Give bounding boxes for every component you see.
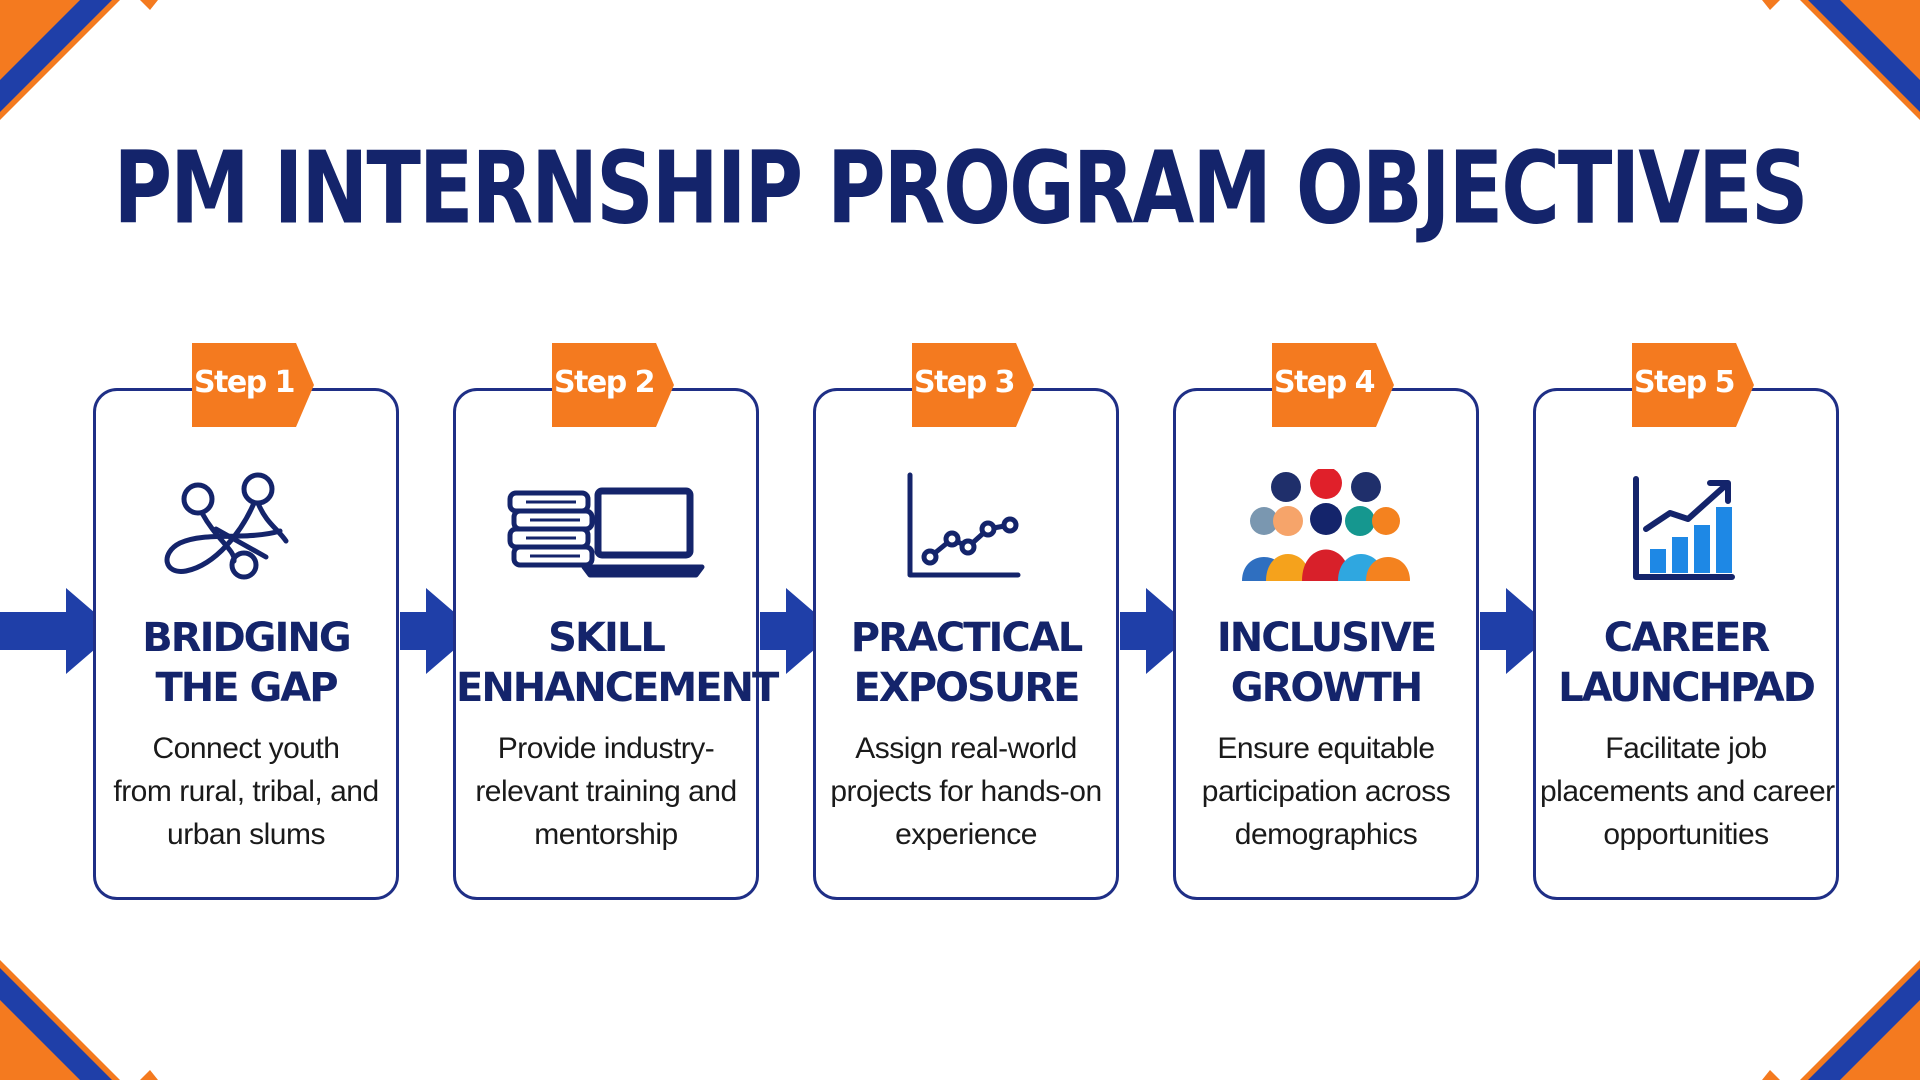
step-card-4: Step 4 — [1173, 343, 1479, 900]
step-title-line: INCLUSIVE — [1216, 615, 1437, 661]
step-card-5: Step 5 CAREER LAUNCHPAD Facilitate job — [1533, 343, 1839, 900]
step-title-line: GROWTH — [1230, 665, 1424, 711]
connected-nodes-icon — [146, 469, 346, 587]
step-description-line: mentorship — [534, 818, 678, 851]
step-tag-label: Step 3 — [913, 365, 1016, 400]
step-description-line: urban slums — [167, 818, 325, 851]
step-tag: Step 2 — [552, 343, 674, 427]
step-tag: Step 5 — [1632, 343, 1754, 427]
step-card-2: Step 2 SKILL ENHANCEMENT — [453, 343, 779, 900]
step-description-line: projects for hands-on — [830, 775, 1102, 808]
step-title: BRIDGING THE GAP — [96, 613, 396, 713]
step-description-line: Facilitate job — [1605, 732, 1767, 765]
step-title: INCLUSIVE GROWTH — [1176, 613, 1476, 713]
step-card-3: Step 3 PRACTICAL EXPOSURE Assign real-w — [813, 343, 1119, 900]
step-tag-label: Step 1 — [193, 365, 296, 400]
step-title-line: THE GAP — [155, 665, 338, 711]
step-description-line: Assign real-world — [855, 732, 1077, 765]
step-description-line: opportunities — [1603, 818, 1769, 851]
books-laptop-icon — [506, 469, 706, 587]
step-description: Assign real-world projects for hands-on … — [820, 727, 1112, 856]
steps-flow: Step 1 BRIDGING THE GAP Connect youth — [0, 340, 1920, 920]
corner-decoration-bottom-right — [1750, 910, 1920, 1080]
step-description-line: from rural, tribal, and — [113, 775, 379, 808]
step-title: SKILL ENHANCEMENT — [456, 613, 779, 713]
step-title-line: ENHANCEMENT — [456, 665, 779, 711]
step-description-line: participation across — [1201, 775, 1451, 808]
step-description-line: demographics — [1234, 818, 1418, 851]
corner-decoration-top-right — [1750, 0, 1920, 170]
people-group-icon — [1226, 469, 1426, 587]
step-card-1: Step 1 BRIDGING THE GAP Connect youth — [93, 343, 399, 900]
flow-arrow — [360, 588, 476, 674]
step-description-line: relevant training and — [475, 775, 737, 808]
step-tag: Step 1 — [192, 343, 314, 427]
step-tag-label: Step 5 — [1633, 365, 1736, 400]
step-description-line: placements and career — [1540, 775, 1835, 808]
step-title-line: CAREER — [1603, 615, 1771, 661]
step-tag: Step 4 — [1272, 343, 1394, 427]
step-description: Provide industry- relevant training and … — [460, 727, 752, 856]
growth-bar-chart-icon — [1586, 469, 1786, 587]
step-description: Ensure equitable participation across de… — [1180, 727, 1472, 856]
page-title: PM INTERNSHIP PROGRAM OBJECTIVES — [113, 130, 1809, 247]
step-tag-label: Step 4 — [1273, 365, 1376, 400]
step-title-line: EXPOSURE — [853, 665, 1081, 711]
step-description-line: Ensure equitable — [1217, 732, 1435, 765]
step-description-line: Provide industry- — [497, 732, 715, 765]
step-title: CAREER LAUNCHPAD — [1536, 613, 1836, 713]
flow-arrow — [1080, 588, 1196, 674]
step-title-line: BRIDGING — [142, 615, 351, 661]
corner-decoration-bottom-left — [0, 910, 170, 1080]
step-tag-label: Step 2 — [553, 365, 656, 400]
step-description: Facilitate job placements and career opp… — [1540, 727, 1835, 856]
step-tag: Step 3 — [912, 343, 1034, 427]
flow-arrow — [720, 588, 836, 674]
step-title: PRACTICAL EXPOSURE — [816, 613, 1116, 713]
line-chart-icon — [866, 469, 1066, 587]
step-description-line: Connect youth — [152, 732, 340, 765]
flow-arrow — [1440, 588, 1556, 674]
step-description-line: experience — [895, 818, 1037, 851]
step-title-line: LAUNCHPAD — [1558, 665, 1816, 711]
step-title-line: PRACTICAL — [850, 615, 1083, 661]
corner-decoration-top-left — [0, 0, 170, 170]
step-description: Connect youth from rural, tribal, and ur… — [100, 727, 392, 856]
flow-arrow — [0, 588, 116, 674]
step-title-line: SKILL — [548, 615, 666, 661]
